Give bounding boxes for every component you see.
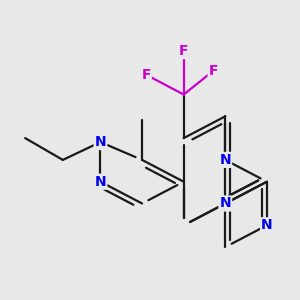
Text: N: N [220,196,231,211]
Text: N: N [261,218,273,232]
Text: F: F [209,64,218,78]
Text: F: F [179,44,188,58]
Text: N: N [220,153,231,167]
Text: N: N [95,135,106,149]
Text: N: N [95,175,106,189]
Text: F: F [141,68,151,82]
